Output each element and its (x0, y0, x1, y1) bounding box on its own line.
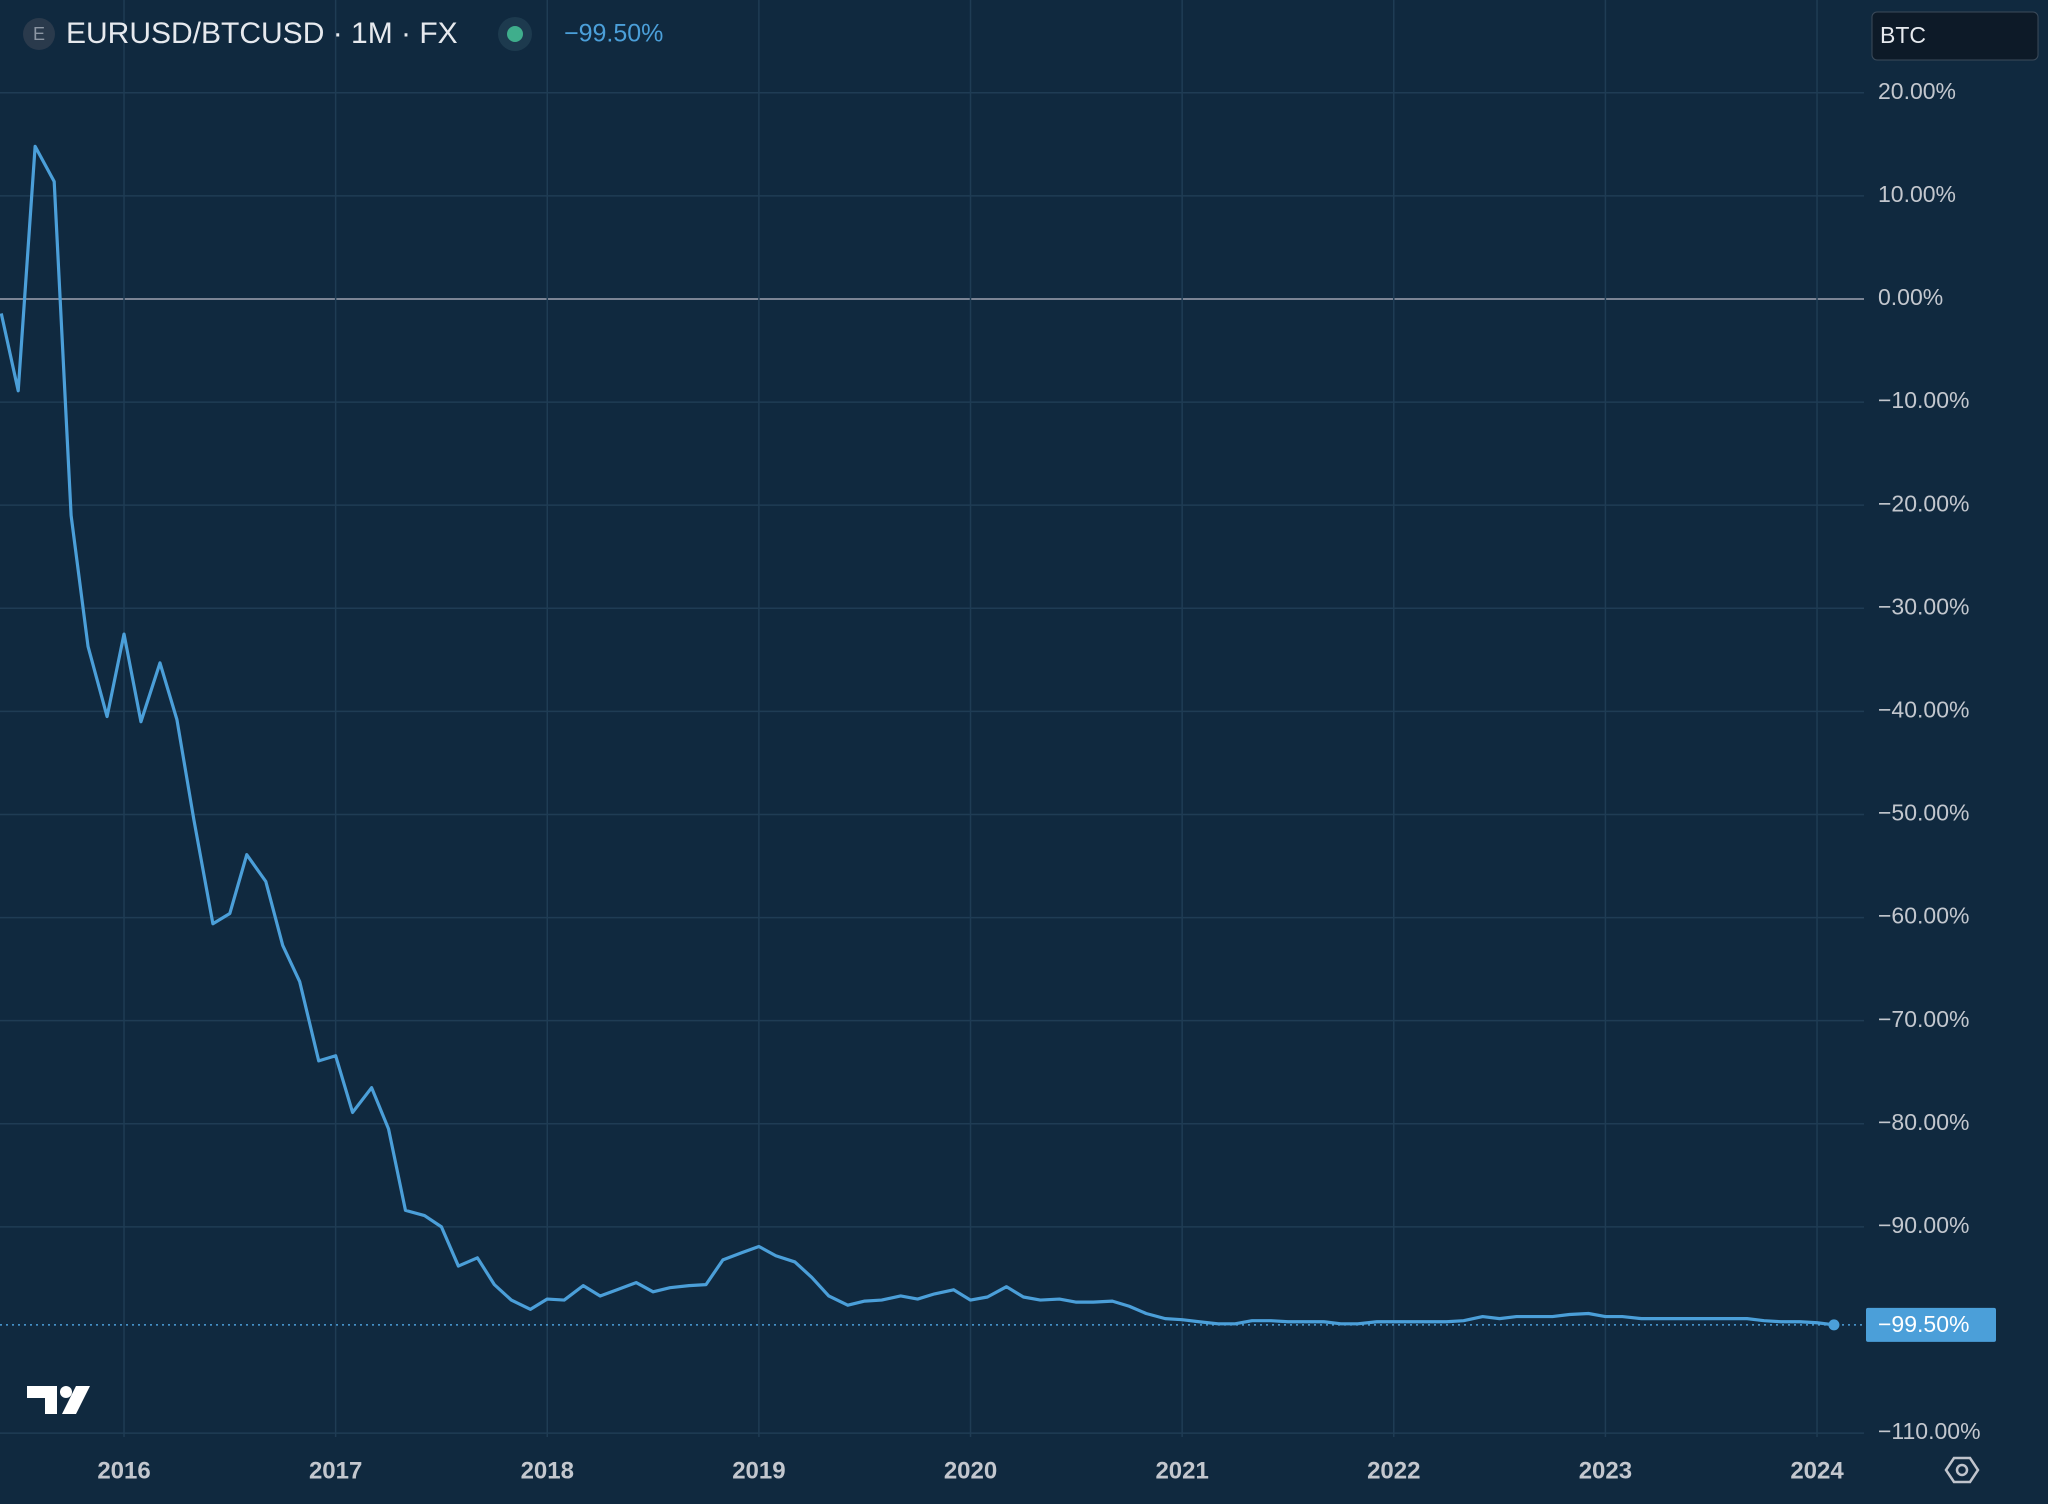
settings-icon[interactable] (1944, 1456, 1980, 1484)
y-tick-label: −10.00% (1878, 387, 1969, 413)
last-point (1828, 1319, 1840, 1331)
series-line (0, 144, 1835, 1327)
y-tick-label: −20.00% (1878, 490, 1969, 516)
y-tick-label: −40.00% (1878, 696, 1969, 722)
y-tick-label: −50.00% (1878, 800, 1969, 826)
symbol-icon-letter: E (33, 24, 45, 44)
symbol-input-text[interactable]: BTC (1880, 22, 1926, 48)
symbol-icon (23, 18, 55, 50)
plot (0, 144, 1864, 1331)
y-tick-label: −60.00% (1878, 903, 1969, 929)
x-tick-label: 2019 (732, 1457, 785, 1484)
status-dot (507, 26, 523, 42)
y-tick-label: −90.00% (1878, 1212, 1969, 1238)
x-tick-label: 2024 (1790, 1457, 1844, 1484)
y-tick-label: 20.00% (1878, 78, 1956, 104)
header-change: −99.50% (564, 20, 663, 48)
y-tick-label: −30.00% (1878, 593, 1969, 619)
y-tick-label: −80.00% (1878, 1109, 1969, 1135)
x-tick-label: 2018 (521, 1457, 574, 1484)
y-tick-label: −70.00% (1878, 1006, 1969, 1032)
x-tick-label: 2021 (1155, 1457, 1208, 1484)
tradingview-logo (27, 1386, 90, 1414)
x-tick-label: 2020 (944, 1457, 997, 1484)
x-tick-label: 2017 (309, 1457, 362, 1484)
y-tick-label: −110.00% (1878, 1418, 1981, 1444)
grid (0, 0, 1864, 1437)
symbol-input[interactable] (1871, 11, 2039, 61)
x-tick-label: 2023 (1579, 1457, 1632, 1484)
y-tick-label: 0.00% (1878, 284, 1943, 310)
x-tick-label: 2016 (97, 1457, 150, 1484)
chart-title: EURUSD/BTCUSD · 1M · FX (66, 17, 458, 50)
last-value-box (1866, 1307, 1996, 1342)
last-value-label: −99.50% (1878, 1311, 1969, 1337)
x-tick-label: 2022 (1367, 1457, 1420, 1484)
y-tick-label: 10.00% (1878, 181, 1956, 207)
